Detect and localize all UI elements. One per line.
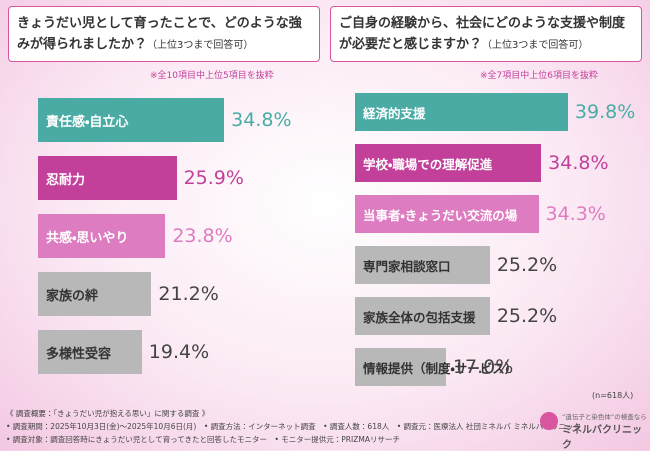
bar-label: 忍耐力: [46, 172, 86, 188]
value-label: 34.3%: [545, 203, 606, 225]
bar-label: 学校・職場での理解促進: [363, 156, 493, 172]
logo-name: ミネルバクリニック: [562, 425, 642, 451]
value-label: 19.4%: [148, 341, 210, 363]
sample-note: (n=618人): [592, 391, 634, 400]
value-label: 25.2%: [496, 305, 558, 327]
bar-label: 当事者・きょうだい交流の場: [363, 207, 518, 223]
bar-label: 共感・思いやり: [46, 230, 129, 246]
bar: [355, 297, 490, 335]
note: ※全10項目中上位5項目を抜粋: [150, 71, 274, 81]
footer-line: 《 調査概要：「きょうだい児が抱える思い」に関する調査 》: [6, 409, 210, 418]
logo-tagline: “遺伝子と染色体”の検査なら: [562, 413, 647, 421]
bar: [355, 195, 539, 233]
bar-label: 家族の絆: [46, 288, 99, 304]
bar-label: 情報提供（制度・サービス）: [363, 360, 518, 376]
bar: [38, 214, 166, 258]
bar: [38, 272, 152, 316]
bar-label: 家族全体の包括支援: [363, 309, 476, 325]
right-title-box: ご自身の経験から、社会にどのような支援や制度が必要だと感じますか？（上位3つまで…: [330, 6, 642, 62]
value-label: 17.0%: [452, 356, 514, 378]
bar: [355, 93, 568, 131]
bar: [355, 144, 542, 182]
value-label: 25.2%: [496, 254, 558, 276]
bar: [355, 348, 446, 386]
note: ※全7項目中上位6項目を抜粋: [480, 71, 598, 81]
value-label: 34.8%: [548, 152, 609, 174]
title: きょうだい児として育ったことで、どのような強みが得られましたか？: [17, 16, 302, 52]
footer-line: • 調査対象：調査回答時にきょうだい児として育ってきたと回答したモニター • モ…: [6, 435, 400, 444]
bar-label: 多様性受容: [46, 346, 112, 362]
subtitle: （上位3つまで回答可）: [147, 40, 254, 51]
value-label: 34.8%: [231, 109, 292, 131]
bar: [38, 156, 177, 200]
bar-label: 経済的支援: [363, 105, 426, 121]
value-label: 25.9%: [183, 167, 244, 189]
bar: [38, 98, 225, 142]
value-label: 39.8%: [574, 101, 636, 123]
value-label: 21.2%: [158, 283, 219, 305]
bar: [355, 246, 490, 284]
title: ご自身の経験から、社会にどのような支援や制度が必要だと感じますか？: [339, 16, 626, 52]
bar: [38, 330, 142, 374]
logo-icon: [540, 412, 558, 430]
bar-label: 責任感・自立心: [46, 114, 129, 130]
subtitle: （上位3つまで回答可）: [482, 40, 589, 51]
left-title-box: きょうだい児として育ったことで、どのような強みが得られましたか？（上位3つまで回…: [8, 6, 320, 62]
value-label: 23.8%: [172, 225, 233, 247]
bar-label: 専門家相談窓口: [363, 258, 451, 274]
footer-line: • 調査期間：2025年10月3日(金)～2025年10月6日(月) • 調査方…: [6, 422, 581, 431]
